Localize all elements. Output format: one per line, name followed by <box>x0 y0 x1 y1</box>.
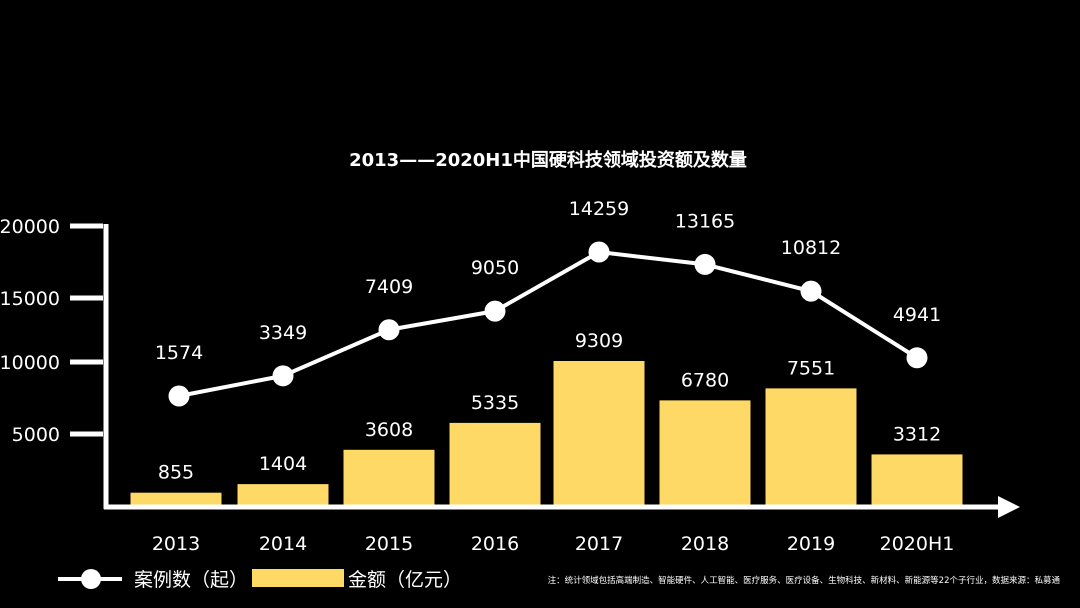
line-value-label: 7409 <box>365 276 413 298</box>
x-tick-label: 2017 <box>575 533 623 555</box>
x-tick-label: 2019 <box>787 533 835 555</box>
bar-value-label: 5335 <box>471 392 519 414</box>
x-tick-label: 2016 <box>471 533 519 555</box>
line-point-2018 <box>694 253 716 275</box>
bar-2013 <box>130 492 222 506</box>
legend-line-marker <box>81 569 101 589</box>
y-tick-label: 10000 <box>0 352 60 374</box>
bar-2014 <box>237 484 329 506</box>
bar-2016 <box>449 422 541 506</box>
line-series-path <box>178 250 919 398</box>
x-tick-label: 2013 <box>152 533 200 555</box>
bar-labels-group: 855 1404 3608 5335 9309 6780 7551 3312 <box>158 330 941 484</box>
y-tick-label: 20000 <box>0 216 60 238</box>
line-value-label: 13165 <box>675 210 735 232</box>
bar-value-label: 855 <box>158 462 194 484</box>
chart-title: 2013——2020H1中国硬科技领域投资额及数量 <box>349 149 747 171</box>
x-tick-labels: 2013 2014 2015 2016 2017 2018 2019 2020H1 <box>152 533 955 555</box>
bar-value-label: 9309 <box>575 330 623 352</box>
bar-value-label: 7551 <box>787 357 835 379</box>
bar-value-label: 3608 <box>365 419 413 441</box>
bar-2015 <box>343 449 435 506</box>
line-point-2020H1 <box>906 347 928 369</box>
line-point-2019 <box>800 280 822 302</box>
bars-group <box>130 361 963 506</box>
line-point-2014 <box>272 365 294 387</box>
line-labels-group: 1574 3349 7409 9050 14259 13165 10812 4941 <box>155 198 941 364</box>
bar-value-label: 6780 <box>681 369 729 391</box>
line-point-2017 <box>588 241 610 263</box>
line-group <box>168 241 928 407</box>
bar-2019 <box>765 388 857 506</box>
x-tick-label: 2020H1 <box>880 533 955 555</box>
y-tick-label: 15000 <box>0 288 60 310</box>
line-point-2013 <box>168 385 190 407</box>
line-point-2016 <box>484 300 506 322</box>
x-axis-arrow <box>998 496 1020 518</box>
legend: 案例数（起） 金额（亿元） <box>58 569 462 591</box>
bar-2018 <box>659 400 751 506</box>
legend-bar-swatch <box>252 569 344 587</box>
x-tick-label: 2015 <box>365 533 413 555</box>
x-tick-label: 2018 <box>681 533 729 555</box>
line-value-label: 9050 <box>471 257 519 279</box>
source-note: 注：统计领域包括高端制造、智能硬件、人工智能、医疗服务、医疗设备、生物科技、新材… <box>548 575 1061 586</box>
y-tick-labels: 5000 10000 15000 20000 <box>0 216 60 446</box>
bar-value-label: 3312 <box>893 423 941 445</box>
line-value-label: 3349 <box>259 322 307 344</box>
bar-2017 <box>553 361 645 506</box>
line-value-label: 4941 <box>893 304 941 326</box>
line-value-label: 14259 <box>569 198 629 220</box>
legend-bar-label: 金额（亿元） <box>348 569 462 591</box>
line-point-2015 <box>378 319 400 341</box>
axes-group <box>70 223 1020 518</box>
line-value-label: 10812 <box>781 237 841 259</box>
line-value-label: 1574 <box>155 342 203 364</box>
bar-value-label: 1404 <box>259 453 307 475</box>
legend-line-label: 案例数（起） <box>134 569 248 591</box>
y-tick-label: 5000 <box>12 424 60 446</box>
bar-2020H1 <box>871 454 963 506</box>
x-tick-label: 2014 <box>259 533 307 555</box>
